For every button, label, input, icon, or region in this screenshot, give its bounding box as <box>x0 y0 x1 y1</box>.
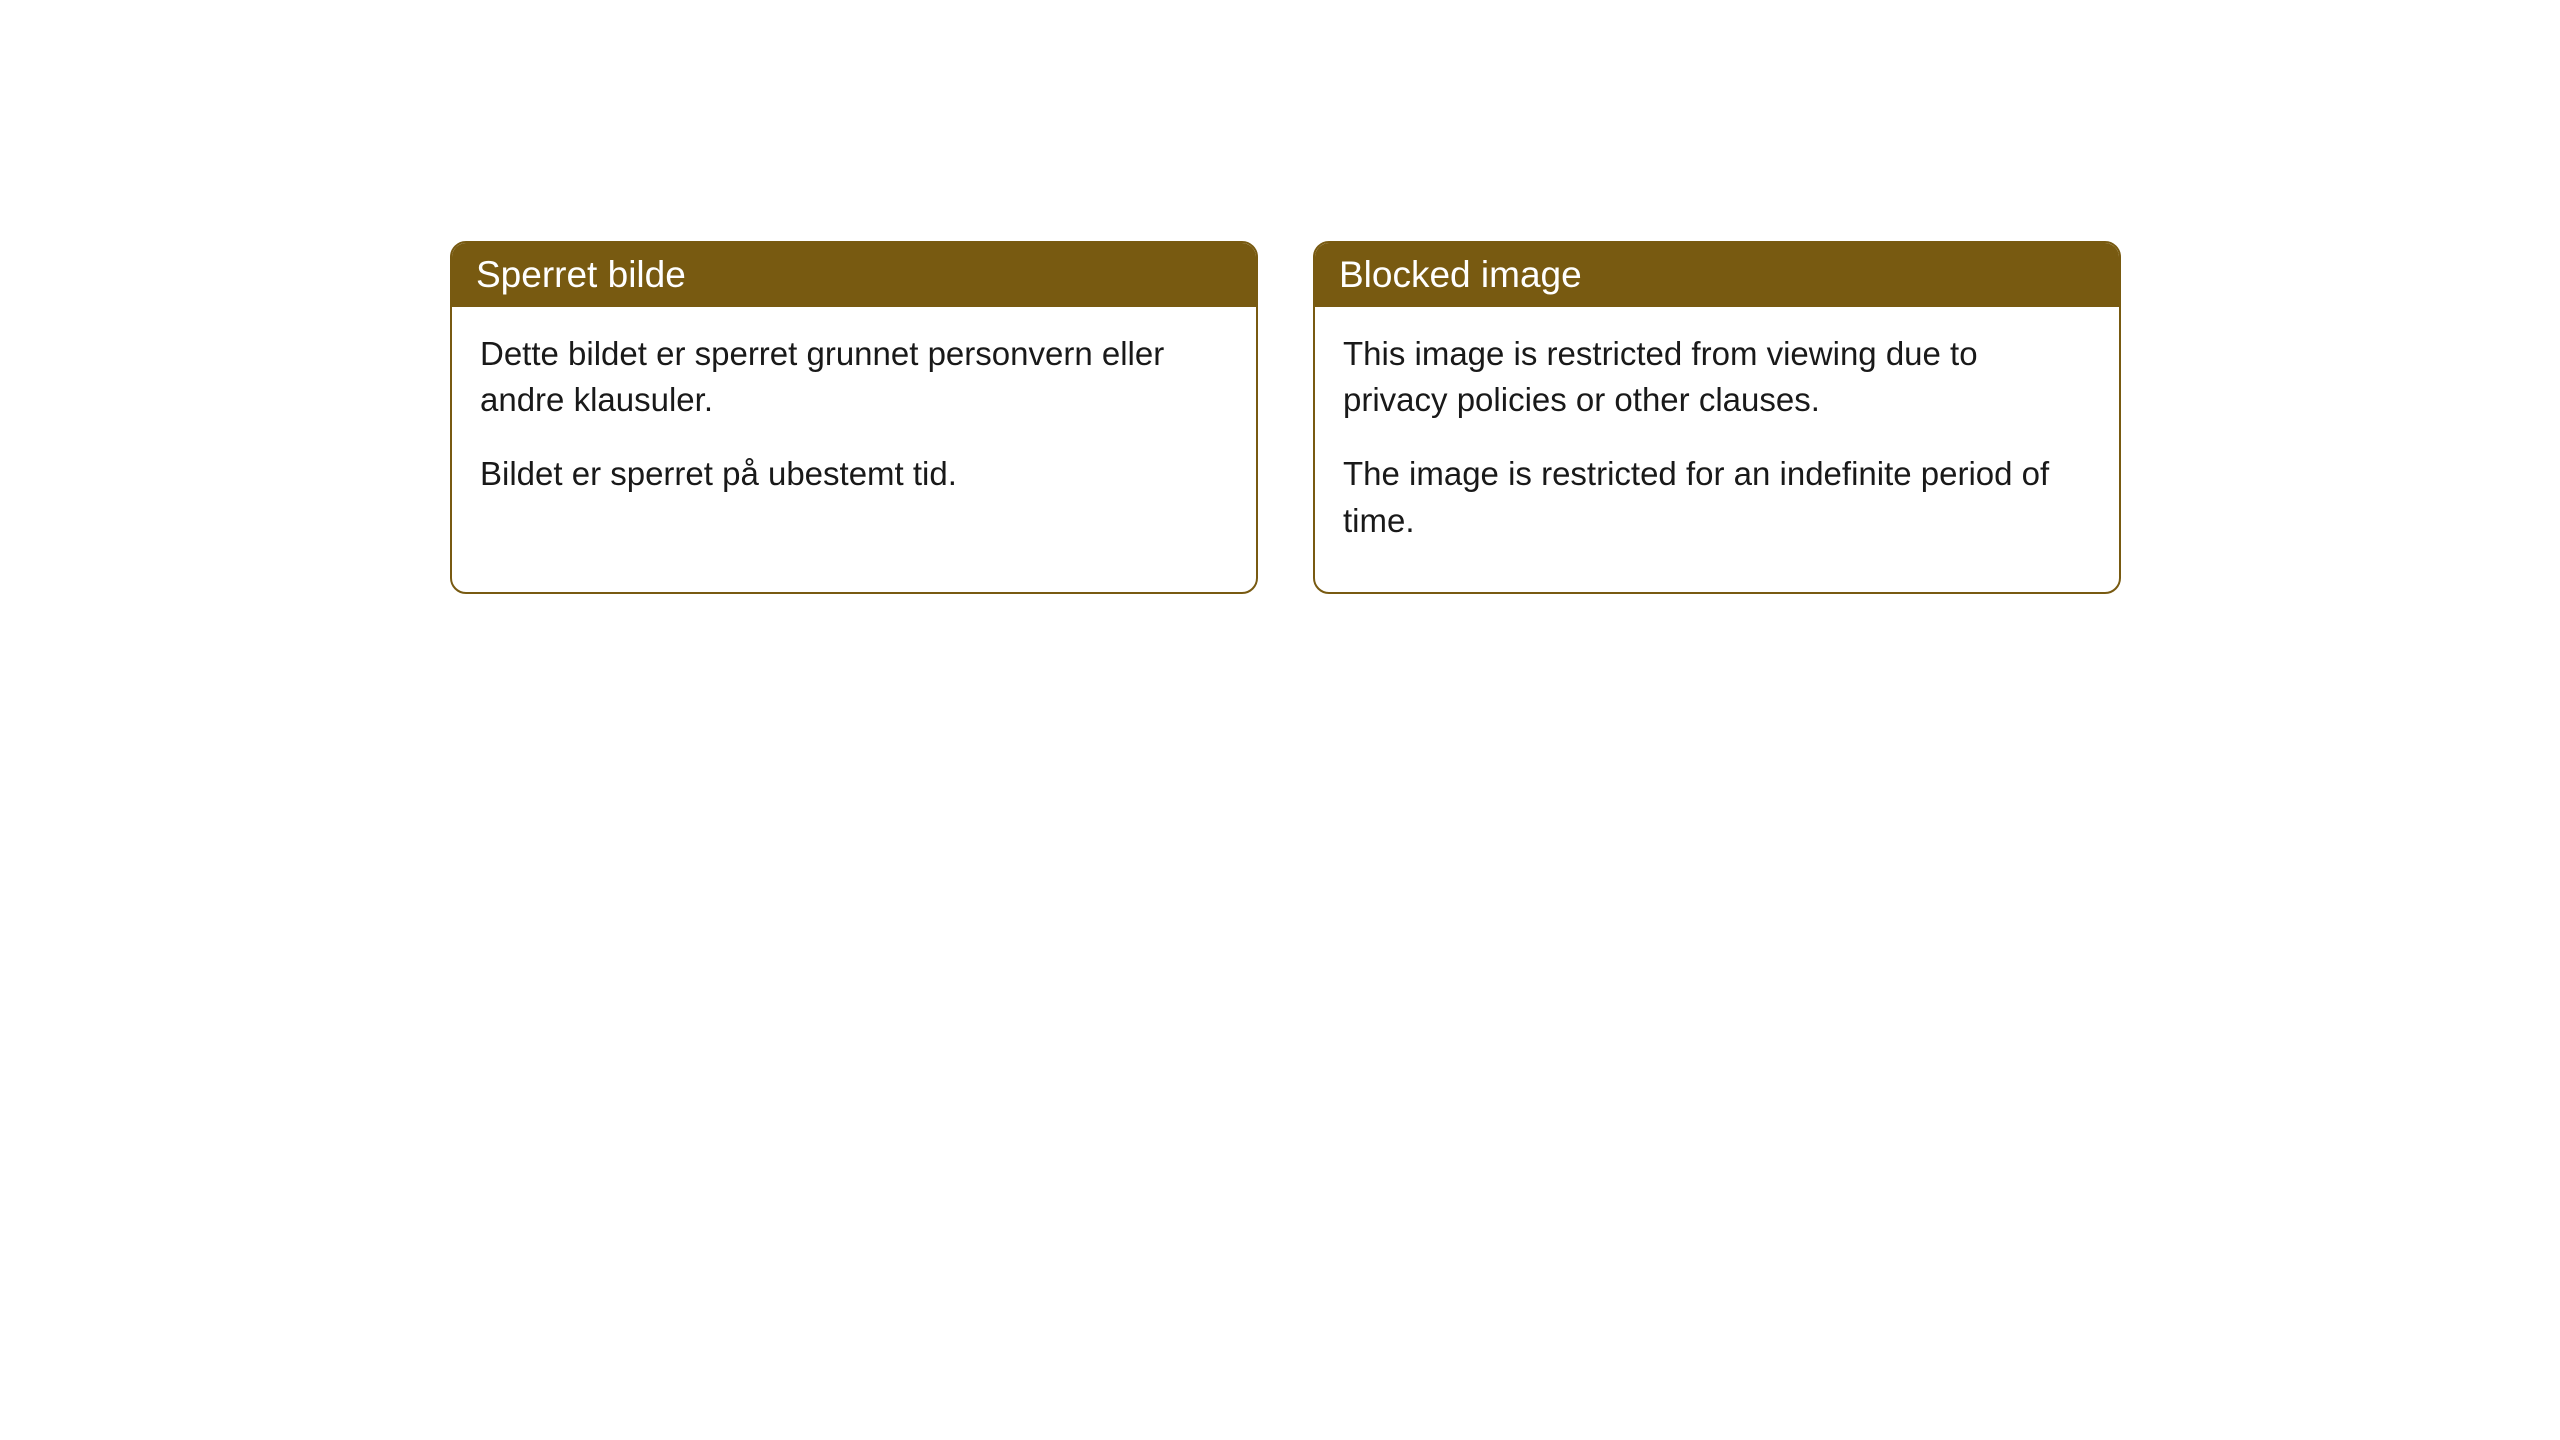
card-title-norwegian: Sperret bilde <box>476 254 686 295</box>
card-body-english: This image is restricted from viewing du… <box>1315 307 2119 592</box>
card-paragraph-2-english: The image is restricted for an indefinit… <box>1343 451 2091 543</box>
card-paragraph-1-norwegian: Dette bildet er sperret grunnet personve… <box>480 331 1228 423</box>
blocked-image-card-english: Blocked image This image is restricted f… <box>1313 241 2121 594</box>
blocked-image-card-norwegian: Sperret bilde Dette bildet er sperret gr… <box>450 241 1258 594</box>
card-paragraph-1-english: This image is restricted from viewing du… <box>1343 331 2091 423</box>
card-title-english: Blocked image <box>1339 254 1582 295</box>
notification-cards-container: Sperret bilde Dette bildet er sperret gr… <box>450 241 2121 594</box>
card-header-norwegian: Sperret bilde <box>452 243 1256 307</box>
card-header-english: Blocked image <box>1315 243 2119 307</box>
card-paragraph-2-norwegian: Bildet er sperret på ubestemt tid. <box>480 451 1228 497</box>
card-body-norwegian: Dette bildet er sperret grunnet personve… <box>452 307 1256 546</box>
